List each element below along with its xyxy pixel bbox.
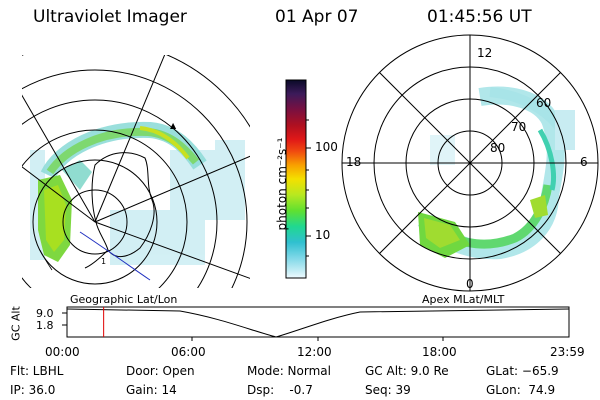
timeline-xtick-1800: 18:00 (422, 345, 457, 359)
mlt-label-6: 6 (580, 155, 588, 169)
status-flt: Flt: LBHL (10, 364, 64, 378)
timeline-left-title: Geographic Lat/Lon (70, 293, 178, 306)
status-gc-alt: GC Alt: 9.0 Re (365, 364, 449, 378)
mlt-label-0: 0 (466, 277, 474, 291)
timeline-ytick-low: 1.8 (36, 319, 54, 332)
svg-text:▲: ▲ (170, 121, 177, 130)
observation-time: 01:45:56 UT (427, 7, 532, 27)
lat-label-70: 70 (511, 120, 527, 134)
colorbar-tick-10: 10 (315, 228, 331, 242)
status-glat: GLat: −65.9 (486, 364, 559, 378)
status-ip: IP: 36.0 (10, 383, 56, 397)
status-dsp: Dsp: -0.7 (247, 383, 313, 397)
observation-date: 01 Apr 07 (275, 7, 359, 27)
timeline-plot (62, 306, 570, 341)
mlt-label-18: 18 (346, 155, 362, 169)
timeline-ytick-high: 9.0 (36, 307, 54, 320)
status-glon: GLon: 74.9 (486, 383, 556, 397)
timeline-xtick-2359: 23:59 (550, 345, 585, 359)
lat-label-80: 80 (490, 141, 506, 155)
timeline-xtick-0600: 06:00 (171, 345, 206, 359)
status-mode: Mode: Normal (247, 364, 331, 378)
colorbar (285, 79, 307, 279)
status-gain: Gain: 14 (126, 383, 177, 397)
timeline-axis-title: GC Alt (9, 306, 23, 341)
instrument-title: Ultraviolet Imager (33, 7, 187, 27)
status-door: Door: Open (126, 364, 195, 378)
polar-plot (341, 34, 599, 292)
svg-text:1: 1 (101, 257, 106, 266)
timeline-right-title: Apex MLat/MLT (422, 293, 505, 306)
timeline-xtick-0000: 00:00 (45, 345, 80, 359)
lat-label-60: 60 (536, 96, 552, 110)
geographic-map: 1 ▲ (22, 55, 250, 288)
mlt-label-12: 12 (477, 46, 493, 60)
timeline-xtick-1200: 12:00 (297, 345, 332, 359)
colorbar-unit-label: photon cm⁻²s⁻¹ (275, 137, 289, 231)
colorbar-tick-100: 100 (315, 140, 338, 154)
status-seq: Seq: 39 (365, 383, 411, 397)
